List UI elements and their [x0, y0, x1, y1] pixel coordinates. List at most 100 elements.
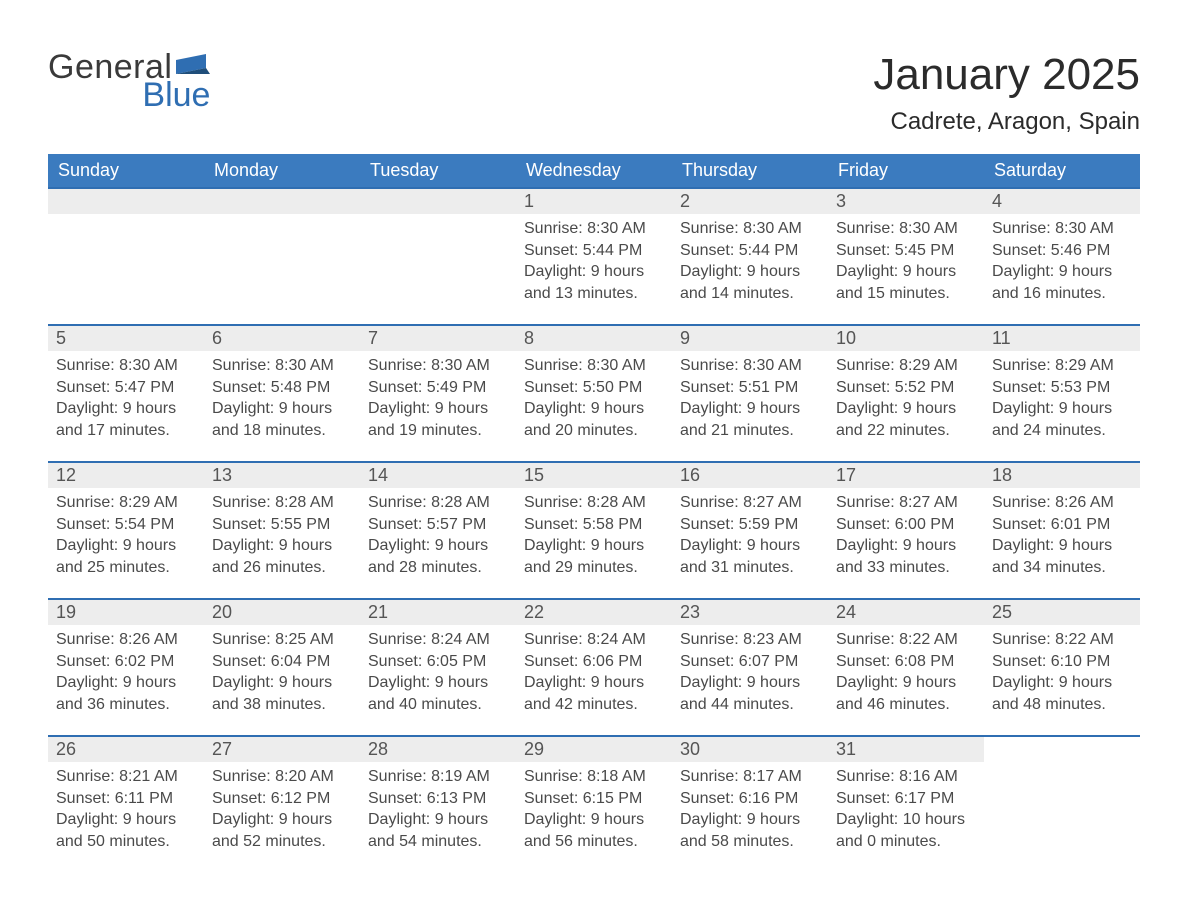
daylight-line-1: Daylight: 9 hours	[524, 672, 664, 694]
calendar-cell: 3Sunrise: 8:30 AMSunset: 5:45 PMDaylight…	[828, 188, 984, 325]
calendar-cell: 5Sunrise: 8:30 AMSunset: 5:47 PMDaylight…	[48, 325, 204, 462]
daylight-line-1: Daylight: 9 hours	[524, 261, 664, 283]
calendar-cell: 25Sunrise: 8:22 AMSunset: 6:10 PMDayligh…	[984, 599, 1140, 736]
day-body: Sunrise: 8:17 AMSunset: 6:16 PMDaylight:…	[672, 762, 828, 872]
sunrise-line: Sunrise: 8:25 AM	[212, 629, 352, 651]
daylight-line-1: Daylight: 9 hours	[212, 672, 352, 694]
daylight-line-1: Daylight: 9 hours	[992, 535, 1132, 557]
sunset-line: Sunset: 5:47 PM	[56, 377, 196, 399]
day-body: Sunrise: 8:18 AMSunset: 6:15 PMDaylight:…	[516, 762, 672, 872]
daylight-line-2: and 15 minutes.	[836, 283, 976, 305]
daylight-line-2: and 29 minutes.	[524, 557, 664, 579]
daylight-line-1: Daylight: 9 hours	[56, 809, 196, 831]
calendar-cell: 31Sunrise: 8:16 AMSunset: 6:17 PMDayligh…	[828, 736, 984, 872]
calendar-cell: 20Sunrise: 8:25 AMSunset: 6:04 PMDayligh…	[204, 599, 360, 736]
sunset-line: Sunset: 6:05 PM	[368, 651, 508, 673]
sunset-line: Sunset: 5:52 PM	[836, 377, 976, 399]
sunset-line: Sunset: 6:01 PM	[992, 514, 1132, 536]
daylight-line-2: and 20 minutes.	[524, 420, 664, 442]
daylight-line-1: Daylight: 9 hours	[524, 398, 664, 420]
daylight-line-1: Daylight: 9 hours	[680, 672, 820, 694]
calendar-cell: 8Sunrise: 8:30 AMSunset: 5:50 PMDaylight…	[516, 325, 672, 462]
sunset-line: Sunset: 5:59 PM	[680, 514, 820, 536]
day-body: Sunrise: 8:23 AMSunset: 6:07 PMDaylight:…	[672, 625, 828, 735]
sunset-line: Sunset: 6:04 PM	[212, 651, 352, 673]
calendar-body: 1Sunrise: 8:30 AMSunset: 5:44 PMDaylight…	[48, 188, 1140, 872]
daylight-line-1: Daylight: 9 hours	[56, 535, 196, 557]
sunset-line: Sunset: 5:54 PM	[56, 514, 196, 536]
calendar-page: General Blue January 2025 Cadrete, Arago…	[0, 0, 1188, 912]
day-number: 22	[516, 600, 672, 625]
daylight-line-1: Daylight: 9 hours	[524, 809, 664, 831]
daylight-line-1: Daylight: 9 hours	[212, 398, 352, 420]
sunset-line: Sunset: 5:44 PM	[524, 240, 664, 262]
daylight-line-1: Daylight: 9 hours	[680, 398, 820, 420]
sunset-line: Sunset: 6:16 PM	[680, 788, 820, 810]
day-body: Sunrise: 8:30 AMSunset: 5:50 PMDaylight:…	[516, 351, 672, 461]
day-body: Sunrise: 8:24 AMSunset: 6:06 PMDaylight:…	[516, 625, 672, 735]
day-number: 23	[672, 600, 828, 625]
day-body: Sunrise: 8:30 AMSunset: 5:49 PMDaylight:…	[360, 351, 516, 461]
day-body: Sunrise: 8:30 AMSunset: 5:48 PMDaylight:…	[204, 351, 360, 461]
day-body: Sunrise: 8:29 AMSunset: 5:54 PMDaylight:…	[48, 488, 204, 598]
day-number: 2	[672, 189, 828, 214]
daylight-line-2: and 17 minutes.	[56, 420, 196, 442]
daylight-line-1: Daylight: 9 hours	[992, 261, 1132, 283]
day-body: Sunrise: 8:25 AMSunset: 6:04 PMDaylight:…	[204, 625, 360, 735]
day-body: Sunrise: 8:24 AMSunset: 6:05 PMDaylight:…	[360, 625, 516, 735]
day-of-week-header-row: SundayMondayTuesdayWednesdayThursdayFrid…	[48, 154, 1140, 188]
daylight-line-1: Daylight: 9 hours	[368, 809, 508, 831]
calendar-cell: 28Sunrise: 8:19 AMSunset: 6:13 PMDayligh…	[360, 736, 516, 872]
calendar-cell: 10Sunrise: 8:29 AMSunset: 5:52 PMDayligh…	[828, 325, 984, 462]
calendar-cell	[984, 736, 1140, 872]
calendar-week: 1Sunrise: 8:30 AMSunset: 5:44 PMDaylight…	[48, 188, 1140, 325]
day-body: Sunrise: 8:29 AMSunset: 5:52 PMDaylight:…	[828, 351, 984, 461]
day-number: 1	[516, 189, 672, 214]
calendar-cell: 19Sunrise: 8:26 AMSunset: 6:02 PMDayligh…	[48, 599, 204, 736]
day-body: Sunrise: 8:29 AMSunset: 5:53 PMDaylight:…	[984, 351, 1140, 461]
sunrise-line: Sunrise: 8:28 AM	[368, 492, 508, 514]
calendar-cell: 4Sunrise: 8:30 AMSunset: 5:46 PMDaylight…	[984, 188, 1140, 325]
daylight-line-2: and 48 minutes.	[992, 694, 1132, 716]
calendar-cell	[360, 188, 516, 325]
daylight-line-2: and 31 minutes.	[680, 557, 820, 579]
daylight-line-2: and 18 minutes.	[212, 420, 352, 442]
sunset-line: Sunset: 6:00 PM	[836, 514, 976, 536]
day-body-empty	[984, 737, 1140, 847]
calendar-cell: 26Sunrise: 8:21 AMSunset: 6:11 PMDayligh…	[48, 736, 204, 872]
daylight-line-2: and 46 minutes.	[836, 694, 976, 716]
daylight-line-2: and 44 minutes.	[680, 694, 820, 716]
day-body: Sunrise: 8:28 AMSunset: 5:55 PMDaylight:…	[204, 488, 360, 598]
calendar-week: 19Sunrise: 8:26 AMSunset: 6:02 PMDayligh…	[48, 599, 1140, 736]
sunset-line: Sunset: 5:45 PM	[836, 240, 976, 262]
day-number: 17	[828, 463, 984, 488]
daylight-line-2: and 33 minutes.	[836, 557, 976, 579]
sunrise-line: Sunrise: 8:30 AM	[680, 218, 820, 240]
daylight-line-2: and 42 minutes.	[524, 694, 664, 716]
calendar-cell: 29Sunrise: 8:18 AMSunset: 6:15 PMDayligh…	[516, 736, 672, 872]
daylight-line-2: and 0 minutes.	[836, 831, 976, 853]
daylight-line-1: Daylight: 9 hours	[680, 535, 820, 557]
day-body: Sunrise: 8:26 AMSunset: 6:02 PMDaylight:…	[48, 625, 204, 735]
day-body: Sunrise: 8:26 AMSunset: 6:01 PMDaylight:…	[984, 488, 1140, 598]
daylight-line-1: Daylight: 10 hours	[836, 809, 976, 831]
daylight-line-1: Daylight: 9 hours	[836, 261, 976, 283]
day-number: 8	[516, 326, 672, 351]
daylight-line-1: Daylight: 9 hours	[212, 535, 352, 557]
day-body: Sunrise: 8:30 AMSunset: 5:44 PMDaylight:…	[672, 214, 828, 324]
calendar-cell: 2Sunrise: 8:30 AMSunset: 5:44 PMDaylight…	[672, 188, 828, 325]
day-number: 13	[204, 463, 360, 488]
calendar-cell: 7Sunrise: 8:30 AMSunset: 5:49 PMDaylight…	[360, 325, 516, 462]
calendar-week: 12Sunrise: 8:29 AMSunset: 5:54 PMDayligh…	[48, 462, 1140, 599]
day-number: 24	[828, 600, 984, 625]
daylight-line-2: and 28 minutes.	[368, 557, 508, 579]
sunrise-line: Sunrise: 8:26 AM	[992, 492, 1132, 514]
day-number-empty	[204, 189, 360, 214]
day-number: 31	[828, 737, 984, 762]
day-number: 19	[48, 600, 204, 625]
calendar-cell: 14Sunrise: 8:28 AMSunset: 5:57 PMDayligh…	[360, 462, 516, 599]
daylight-line-1: Daylight: 9 hours	[524, 535, 664, 557]
daylight-line-1: Daylight: 9 hours	[368, 672, 508, 694]
day-number-empty	[360, 189, 516, 214]
sunrise-line: Sunrise: 8:30 AM	[836, 218, 976, 240]
